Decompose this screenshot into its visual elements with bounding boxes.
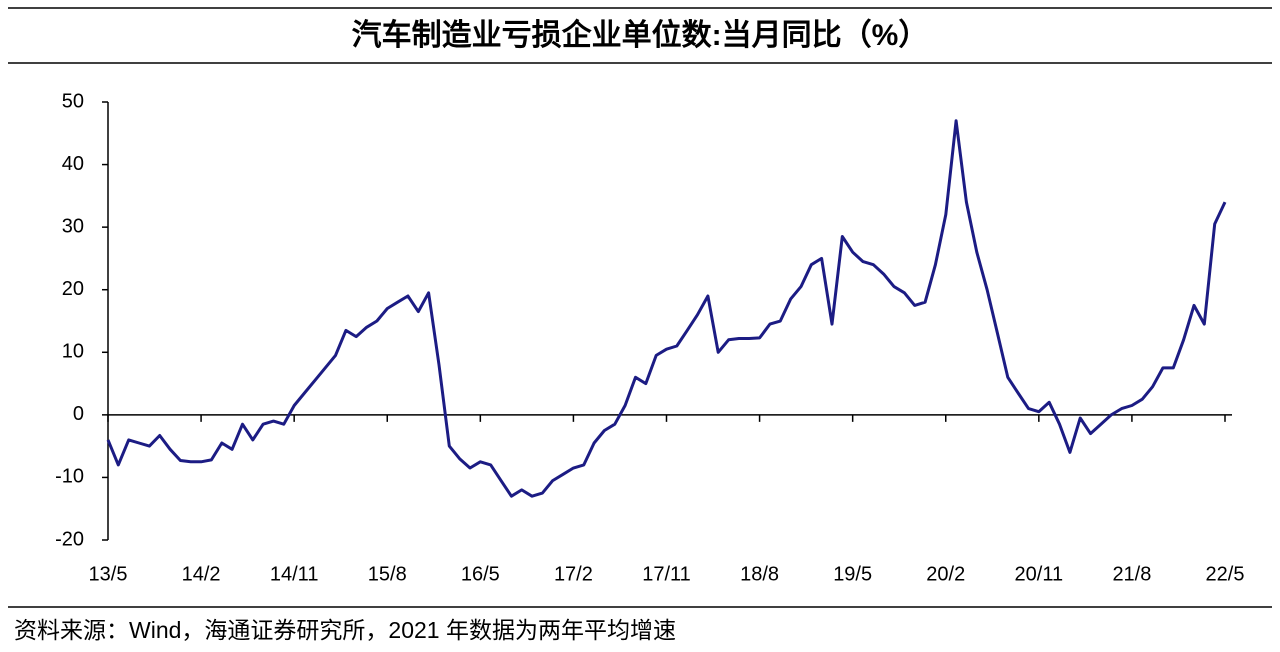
x-tick-label: 21/8 — [1112, 563, 1151, 585]
x-tick-label: 19/5 — [833, 563, 872, 585]
x-tick-label: 22/5 — [1206, 563, 1245, 585]
x-tick-label: 16/5 — [461, 563, 500, 585]
series-line — [106, 119, 1227, 498]
y-tick-label: -20 — [55, 528, 84, 550]
y-tick-label: 10 — [62, 341, 84, 363]
chart-title: 汽车制造业亏损企业单位数:当月同比（%） — [352, 18, 929, 52]
y-tick-label: 20 — [62, 278, 84, 300]
y-tick-label: 40 — [62, 153, 84, 175]
source-note: 资料来源：Wind，海通证券研究所，2021 年数据为两年平均增速 — [14, 617, 676, 643]
y-tick-label: 0 — [73, 403, 84, 425]
x-tick-label: 13/5 — [89, 563, 128, 585]
x-tick-label: 17/11 — [642, 563, 691, 585]
x-tick-label: 18/8 — [740, 563, 779, 585]
x-tick-label: 14/11 — [270, 563, 319, 585]
x-tick-label: 15/8 — [368, 563, 407, 585]
x-tick-label: 17/2 — [554, 563, 593, 585]
x-tick-label: 20/2 — [926, 563, 965, 585]
x-tick-label: 20/11 — [1015, 563, 1064, 585]
x-tick-label: 14/2 — [182, 563, 221, 585]
y-tick-label: 50 — [62, 90, 84, 112]
y-tick-label: -10 — [55, 466, 84, 488]
y-tick-label: 30 — [62, 215, 84, 237]
